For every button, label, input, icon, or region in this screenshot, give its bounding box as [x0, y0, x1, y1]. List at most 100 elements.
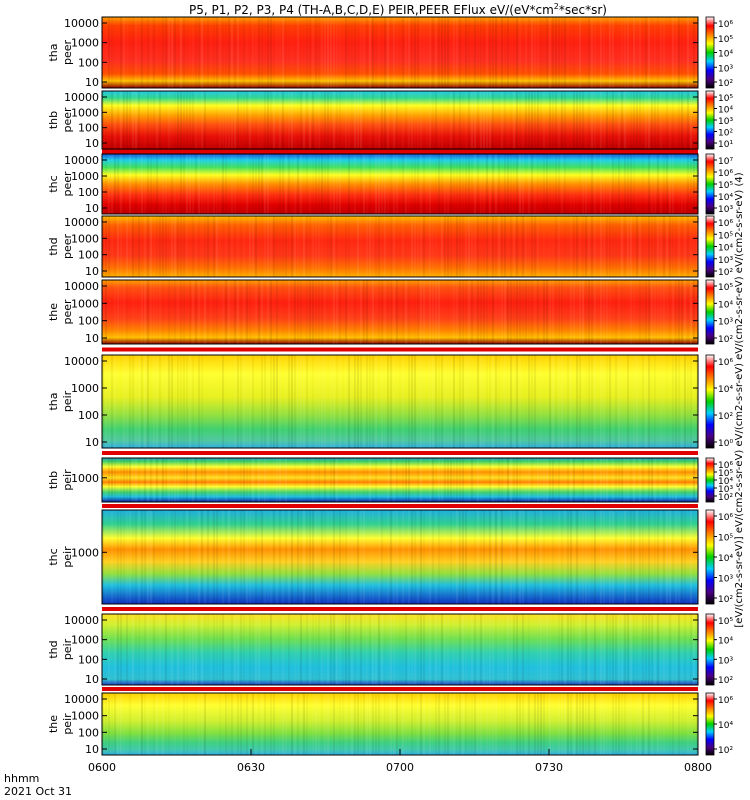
texture-stripe: [441, 280, 443, 344]
texture-stripe: [180, 458, 182, 502]
texture-stripe: [378, 154, 380, 214]
texture-stripe: [477, 510, 479, 604]
texture-stripe: [249, 693, 251, 755]
colorbar-tick-label: 10⁵: [718, 94, 733, 104]
texture-stripe: [201, 693, 203, 755]
texture-stripe: [216, 216, 218, 277]
texture-stripe: [297, 614, 299, 685]
texture-stripe: [285, 458, 287, 502]
texture-stripe: [678, 17, 680, 88]
texture-stripe: [351, 614, 353, 685]
texture-stripe: [540, 693, 542, 755]
texture-stripe: [483, 614, 485, 685]
colorbar-tick-label: 10⁶: [718, 513, 733, 523]
texture-stripe: [516, 280, 518, 344]
texture-stripe: [333, 17, 335, 88]
colorbar: [705, 613, 715, 686]
texture-stripe: [660, 614, 662, 685]
texture-stripe: [480, 614, 482, 685]
texture-stripe: [351, 355, 353, 448]
texture-stripe: [654, 458, 656, 502]
texture-stripe: [246, 280, 248, 344]
texture-stripe: [285, 693, 287, 755]
texture-stripe: [324, 693, 326, 755]
texture-stripe: [228, 91, 230, 149]
texture-stripe: [162, 91, 164, 149]
colorbar-tick-label: 10⁵: [718, 469, 733, 479]
texture-stripe: [261, 355, 263, 448]
y-tick-label: 1000: [71, 472, 99, 485]
colorbar-tick-label: 10⁴: [718, 721, 733, 731]
y-tick-label: 10: [85, 436, 99, 449]
texture-stripe: [582, 458, 584, 502]
texture-stripe: [186, 91, 188, 149]
texture-stripe: [129, 510, 131, 604]
texture-stripe: [129, 91, 131, 149]
texture-stripe: [297, 510, 299, 604]
texture-stripe: [435, 693, 437, 755]
texture-stripe: [111, 355, 113, 448]
texture-stripe: [666, 355, 668, 448]
texture-stripe: [303, 458, 305, 502]
texture-stripe: [126, 280, 128, 344]
panel-frame: [101, 215, 699, 278]
texture-stripe: [396, 280, 398, 344]
texture-stripe: [558, 17, 560, 88]
texture-stripe: [678, 280, 680, 344]
spectrogram-fill: [102, 510, 698, 604]
texture-stripe: [645, 693, 647, 755]
texture-stripe: [306, 614, 308, 685]
texture-stripe: [426, 17, 428, 88]
texture-stripe: [690, 614, 692, 685]
texture-stripe: [219, 280, 221, 344]
texture-stripe: [366, 510, 368, 604]
texture-stripe: [315, 91, 317, 149]
texture-stripe: [339, 17, 341, 88]
texture-stripe: [120, 91, 122, 149]
texture-stripe: [291, 216, 293, 277]
texture-stripe: [411, 154, 413, 214]
texture-stripe: [255, 693, 257, 755]
texture-stripe: [387, 693, 389, 755]
texture-stripe: [588, 91, 590, 149]
texture-stripe: [549, 91, 551, 149]
texture-stripe: [249, 216, 251, 277]
texture-stripe: [453, 614, 455, 685]
texture-stripe: [105, 280, 107, 344]
texture-stripe: [159, 510, 161, 604]
texture-stripe: [297, 693, 299, 755]
texture-stripe: [153, 91, 155, 149]
texture-stripe: [177, 355, 179, 448]
texture-stripe: [621, 216, 623, 277]
texture-stripe: [576, 614, 578, 685]
texture-stripe: [363, 216, 365, 277]
texture-stripe: [147, 216, 149, 277]
texture-stripe: [261, 510, 263, 604]
texture-stripe: [474, 510, 476, 604]
texture-stripe: [567, 91, 569, 149]
colorbar-tick-label: 10³: [718, 575, 733, 585]
texture-stripe: [438, 154, 440, 214]
texture-stripe: [213, 510, 215, 604]
texture-stripe: [330, 355, 332, 448]
texture-stripe: [183, 693, 185, 755]
texture-stripe: [309, 154, 311, 214]
texture-stripe: [144, 280, 146, 344]
texture-stripe: [234, 614, 236, 685]
y-tick-label: 100: [78, 315, 99, 328]
texture-stripe: [123, 355, 125, 448]
texture-stripe: [339, 154, 341, 214]
texture-stripe: [525, 693, 527, 755]
texture-stripe: [564, 355, 566, 448]
texture-stripe: [474, 458, 476, 502]
texture-stripe: [567, 614, 569, 685]
texture-stripe: [549, 216, 551, 277]
texture-stripe: [402, 614, 404, 685]
texture-stripe: [414, 216, 416, 277]
texture-stripe: [450, 280, 452, 344]
texture-stripe: [324, 614, 326, 685]
texture-stripe: [438, 91, 440, 149]
texture-stripe: [171, 154, 173, 214]
texture-stripe: [471, 510, 473, 604]
texture-stripe: [162, 458, 164, 502]
